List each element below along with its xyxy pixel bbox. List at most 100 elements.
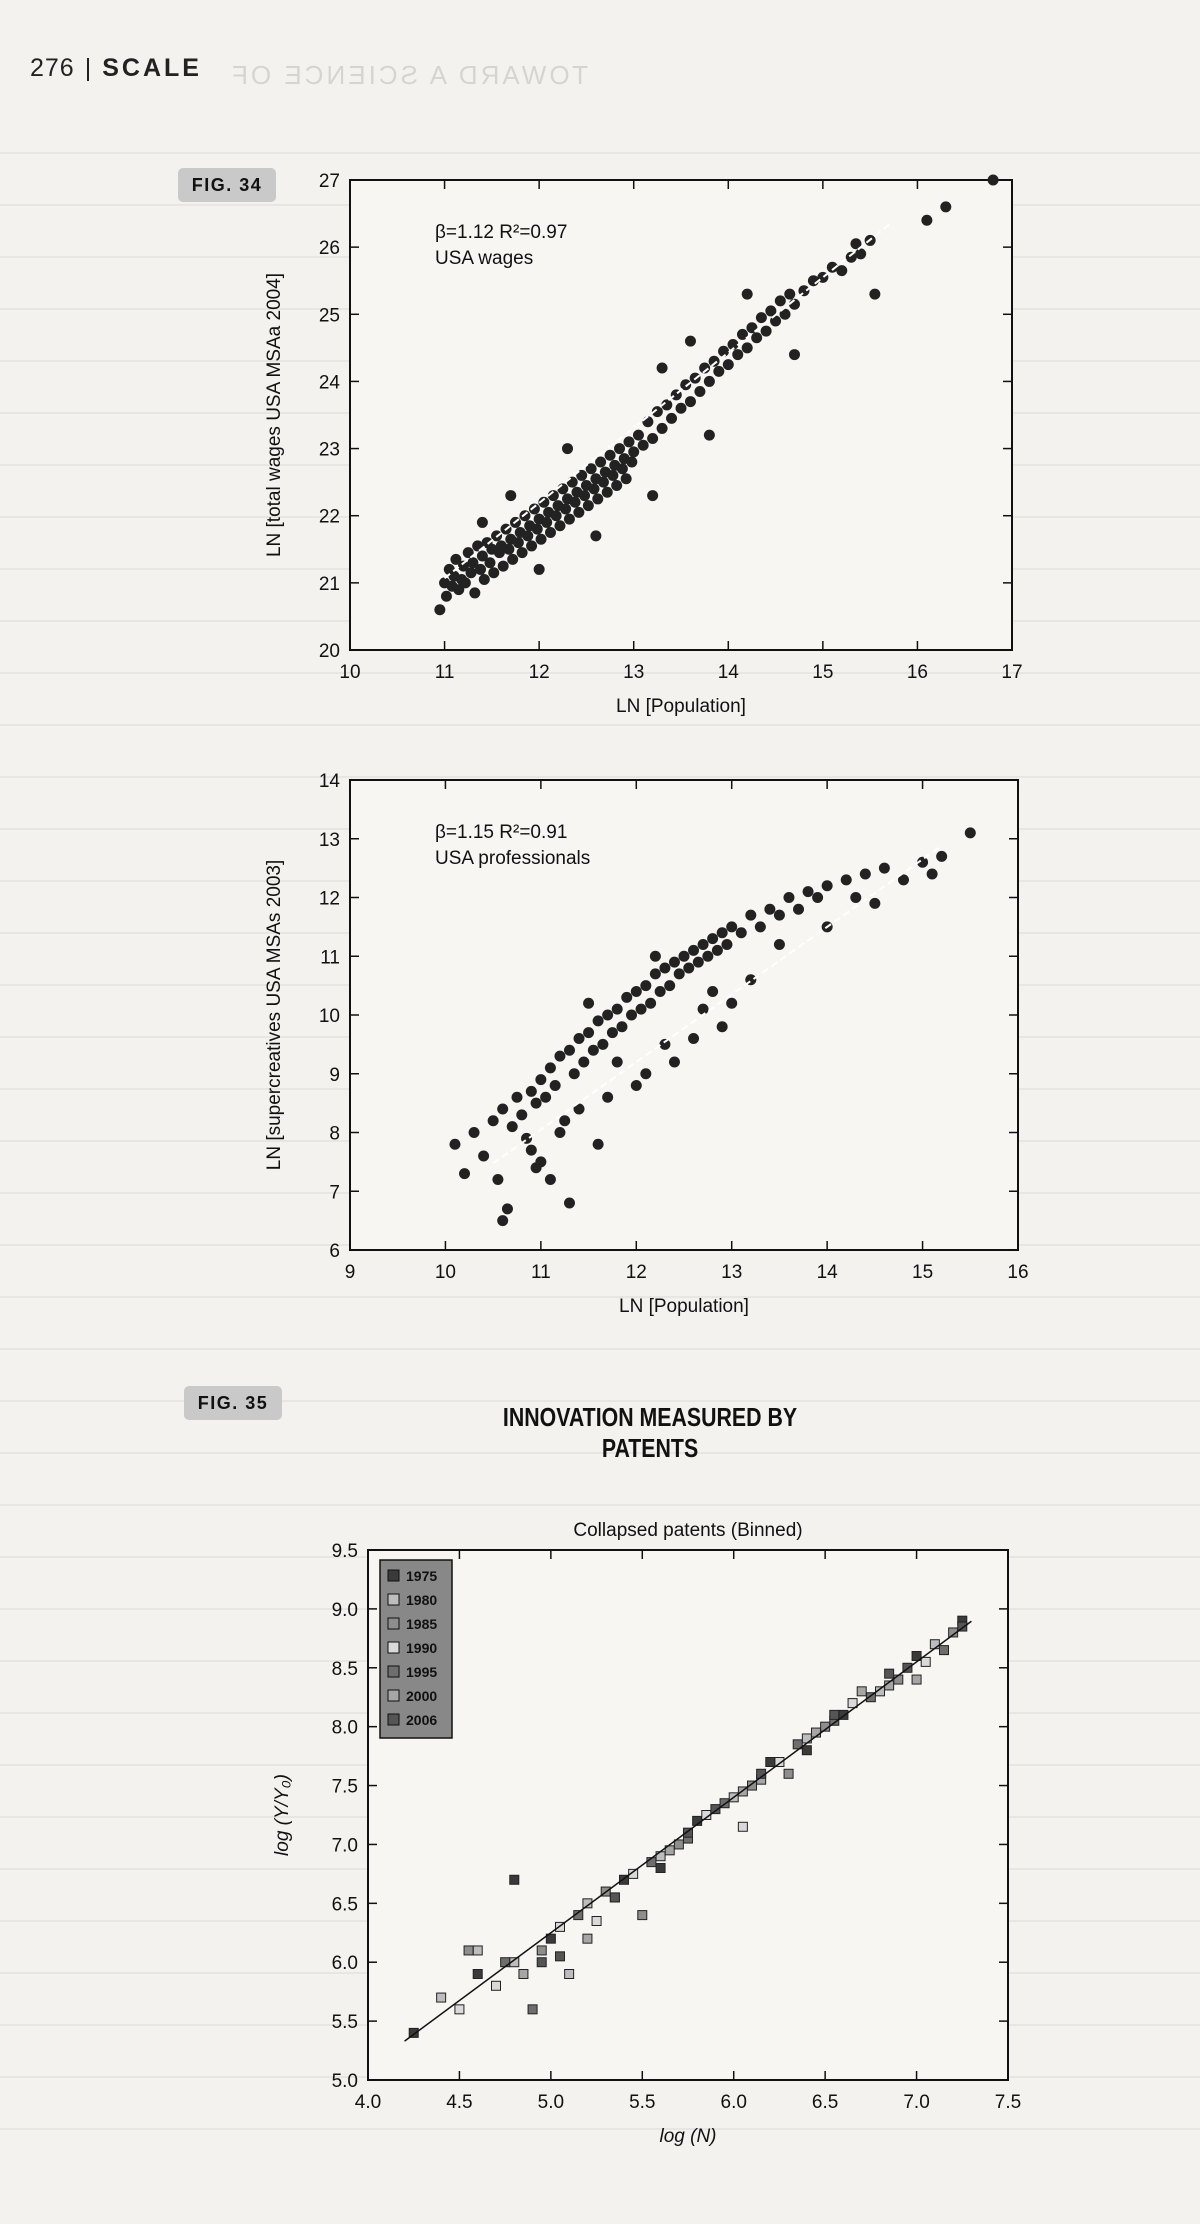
data-point xyxy=(449,1139,460,1150)
data-point xyxy=(459,1168,470,1179)
data-point xyxy=(570,497,581,508)
data-point xyxy=(636,1004,647,1015)
data-point xyxy=(505,490,516,501)
data-point xyxy=(683,963,694,974)
x-tick-label: 4.0 xyxy=(355,2092,381,2113)
legend-label-1980: 1980 xyxy=(406,1592,437,1608)
data-point xyxy=(745,910,756,921)
data-point xyxy=(855,248,866,259)
y-tick-label: 6.5 xyxy=(332,1894,358,1915)
data-point xyxy=(784,289,795,300)
data-point xyxy=(534,564,545,575)
data-point xyxy=(702,951,713,962)
patents-scatter-chart: 4.04.55.05.56.06.57.07.55.05.56.06.57.07… xyxy=(250,1520,1100,2140)
series-annotation: USA wages xyxy=(435,248,533,269)
y-tick-label: 13 xyxy=(319,830,340,851)
fig-35-badge: FIG. 35 xyxy=(184,1386,282,1420)
data-point xyxy=(657,363,668,374)
data-point xyxy=(498,561,509,572)
data-point xyxy=(598,477,609,488)
data-point xyxy=(545,1174,556,1185)
fit-annotation: β=1.15 R²=0.91 xyxy=(435,822,567,843)
data-point xyxy=(519,510,530,521)
data-point xyxy=(650,951,661,962)
data-point-1990 xyxy=(455,2005,464,2014)
data-point xyxy=(551,510,562,521)
data-point xyxy=(764,904,775,915)
legend-label-2006: 2006 xyxy=(406,1712,437,1728)
data-point-1985 xyxy=(674,1840,683,1849)
y-tick-label: 6.0 xyxy=(332,1953,358,1974)
y-tick-label: 23 xyxy=(319,440,340,461)
x-tick-label: 5.0 xyxy=(538,2092,564,2113)
data-point-1980 xyxy=(437,1993,446,2002)
x-tick-label: 9 xyxy=(345,1262,356,1283)
data-point xyxy=(526,1145,537,1156)
data-point xyxy=(578,1057,589,1068)
data-point xyxy=(569,1068,580,1079)
x-tick-label: 14 xyxy=(817,1262,839,1283)
data-point xyxy=(590,530,601,541)
data-point xyxy=(536,534,547,545)
legend-swatch-1980 xyxy=(388,1594,399,1605)
data-point xyxy=(841,874,852,885)
data-point xyxy=(621,992,632,1003)
data-point xyxy=(512,1092,523,1103)
data-point xyxy=(642,416,653,427)
data-point xyxy=(611,480,622,491)
data-point-2000 xyxy=(857,1687,866,1696)
data-point xyxy=(659,963,670,974)
x-tick-label: 5.5 xyxy=(629,2092,655,2113)
data-point xyxy=(626,457,637,468)
data-point xyxy=(607,1027,618,1038)
data-point xyxy=(564,514,575,525)
data-point xyxy=(774,910,785,921)
x-tick-label: 6.0 xyxy=(721,2092,747,2113)
data-point xyxy=(579,490,590,501)
page-number: 276 xyxy=(30,54,75,82)
data-point xyxy=(726,921,737,932)
data-point xyxy=(507,1121,518,1132)
y-tick-label: 9.0 xyxy=(332,1600,358,1621)
fig-35-title: INNOVATION MEASURED BY PATENTS xyxy=(470,1402,831,1464)
data-point xyxy=(545,527,556,538)
data-point xyxy=(545,1062,556,1073)
x-axis-label: log (N) xyxy=(659,2126,716,2147)
y-tick-label: 12 xyxy=(319,889,340,910)
y-tick-label: 5.5 xyxy=(332,2012,358,2033)
data-point xyxy=(621,473,632,484)
data-point xyxy=(774,939,785,950)
data-point xyxy=(783,892,794,903)
legend-label-1995: 1995 xyxy=(406,1664,437,1680)
data-point xyxy=(676,403,687,414)
wages-scatter-chart: 10111213141516172021222324252627LN [Popu… xyxy=(250,170,1050,730)
data-point xyxy=(860,869,871,880)
data-point xyxy=(655,986,666,997)
data-point-1975 xyxy=(802,1746,811,1755)
data-point xyxy=(669,1057,680,1068)
data-point xyxy=(775,295,786,306)
x-tick-label: 10 xyxy=(435,1262,456,1283)
data-point xyxy=(965,827,976,838)
data-point xyxy=(669,957,680,968)
y-tick-label: 21 xyxy=(319,574,340,595)
data-point xyxy=(602,1010,613,1021)
data-point xyxy=(628,446,639,457)
x-tick-label: 12 xyxy=(529,662,550,683)
running-head: 276|SCALE xyxy=(30,54,202,83)
y-tick-label: 5.0 xyxy=(332,2071,358,2092)
x-tick-label: 10 xyxy=(339,662,360,683)
x-tick-label: 15 xyxy=(912,1262,933,1283)
data-point xyxy=(836,265,847,276)
x-tick-label: 16 xyxy=(907,662,928,683)
data-point xyxy=(562,443,573,454)
plot-frame xyxy=(368,1550,1008,2080)
data-point xyxy=(507,554,518,565)
data-point xyxy=(793,904,804,915)
data-point xyxy=(466,567,477,578)
data-point xyxy=(607,470,618,481)
data-point xyxy=(921,215,932,226)
data-point xyxy=(567,477,578,488)
data-point xyxy=(657,423,668,434)
data-point xyxy=(479,574,490,585)
